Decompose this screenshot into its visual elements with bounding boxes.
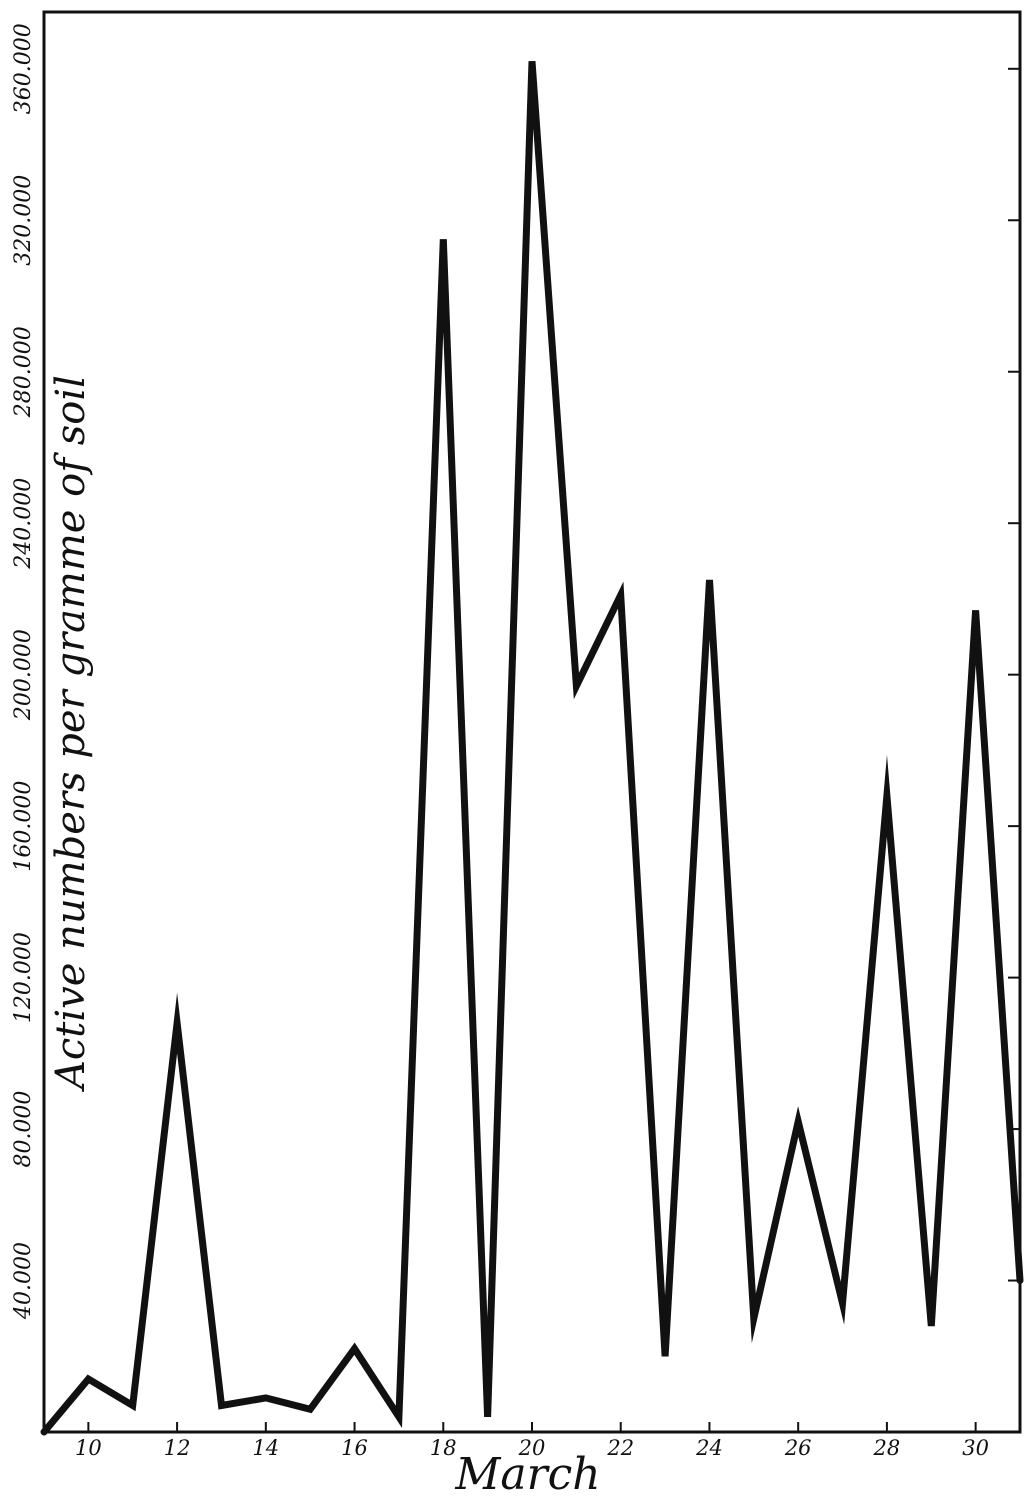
y-tick-label: 80.000 [11, 1091, 36, 1168]
y-tick-label: 360.000 [11, 23, 36, 114]
x-axis-title: March [454, 1449, 600, 1500]
y-tick-label: 320.000 [11, 175, 36, 266]
x-axis-ticks: 10 12 14 16 18 20 22 24 26 28 30 [75, 1422, 989, 1460]
x-tick-label: 26 [784, 1436, 812, 1460]
x-tick-label: 22 [606, 1436, 634, 1460]
y-tick-label: 200.000 [11, 629, 36, 721]
x-tick-label: 18 [430, 1436, 457, 1460]
x-tick-label: 16 [341, 1436, 368, 1460]
y-axis-ticks: 40.000 80.000 120.000 160.000 200.000 240.000… [11, 23, 1020, 1320]
y-tick-label: 160.000 [11, 781, 36, 872]
x-tick-label: 14 [252, 1436, 279, 1460]
y-tick-label: 240.000 [11, 478, 36, 570]
x-tick-label: 24 [695, 1436, 723, 1460]
y-axis-title: Active numbers per gramme of soil [48, 375, 94, 1093]
x-tick-label: 20 [518, 1436, 546, 1460]
plot-frame [42, 10, 1022, 1434]
x-tick-label: 12 [164, 1436, 191, 1460]
y-tick-label: 120.000 [11, 932, 36, 1023]
y-tick-label: 280.000 [11, 326, 36, 418]
x-tick-label: 30 [962, 1436, 989, 1460]
x-tick-label: 10 [75, 1436, 102, 1460]
series-line [40, 60, 1024, 1436]
x-tick-label: 28 [873, 1436, 901, 1460]
y-tick-label: 40.000 [11, 1242, 36, 1320]
